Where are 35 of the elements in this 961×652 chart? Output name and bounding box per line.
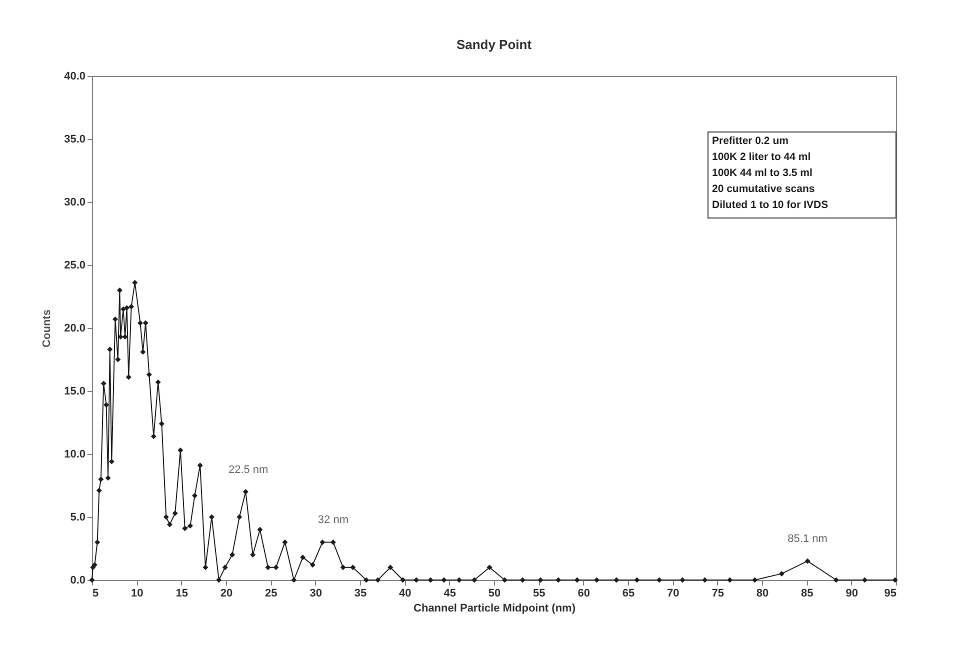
y-tick-label: 5.0	[70, 512, 86, 524]
annotation: Prefitter 0.2 um 100K 2 liter to 44 ml 100K 44 ml to 3.5 ml 20 cumutative scans Diluted 1 to 10 for IVDS	[712, 135, 828, 211]
x-tick-label: 20	[220, 588, 233, 600]
x-tick-label: 65	[622, 588, 635, 600]
annotation: 32 nm	[318, 514, 348, 526]
x-tick-label: 50	[488, 588, 501, 600]
y-tick-label: 25.0	[64, 260, 86, 272]
x-tick-label: 15	[176, 588, 188, 600]
x-tick-label: 35	[354, 588, 367, 600]
x-tick-label: 70	[667, 588, 680, 600]
x-tick-label: 85	[801, 588, 814, 600]
y-tick-label: 35.0	[64, 134, 86, 146]
y-tick-label: 20.0	[64, 322, 86, 334]
y-tick-label: 0.0	[70, 574, 86, 586]
x-tick-label: 75	[712, 588, 724, 600]
x-tick-label: 40	[399, 588, 412, 600]
y-tick-label: 40.0	[64, 70, 86, 82]
annotation: 85.1 nm	[788, 533, 828, 546]
x-axis-title: Channel Particle Midpoint (nm)	[414, 602, 576, 614]
x-tick-label: 10	[131, 588, 144, 600]
x-tick-label: 55	[533, 588, 546, 600]
x-tick-label: 95	[884, 588, 896, 600]
x-tick-label: 5	[92, 588, 99, 600]
y-tick-label: 10.0	[64, 448, 86, 460]
y-tick-label: 30.0	[64, 196, 86, 208]
x-tick-label: 60	[578, 588, 590, 600]
x-tick-label: 30	[310, 588, 322, 600]
x-tick-label: 25	[265, 588, 278, 600]
chart-title: Sandy Point	[456, 37, 532, 52]
x-tick-label: 80	[756, 588, 769, 600]
y-tick-label: 15.0	[64, 386, 86, 398]
y-axis-title: Counts	[41, 310, 54, 348]
x-tick-label: 90	[846, 588, 858, 600]
x-tick-label: 45	[444, 588, 456, 600]
annotation: 22.5 nm	[228, 464, 268, 476]
